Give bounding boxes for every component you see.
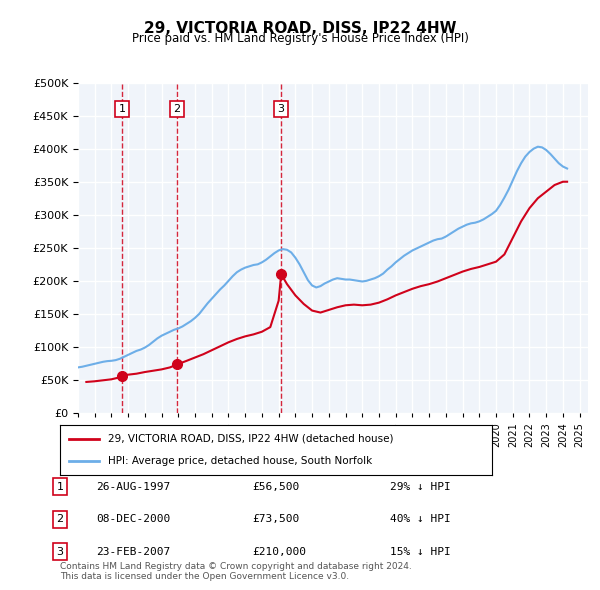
Text: £73,500: £73,500 (252, 514, 299, 524)
Text: HPI: Average price, detached house, South Norfolk: HPI: Average price, detached house, Sout… (107, 456, 372, 466)
Text: 29, VICTORIA ROAD, DISS, IP22 4HW (detached house): 29, VICTORIA ROAD, DISS, IP22 4HW (detac… (107, 434, 393, 444)
Text: 40% ↓ HPI: 40% ↓ HPI (390, 514, 451, 524)
Text: £56,500: £56,500 (252, 482, 299, 491)
Text: 26-AUG-1997: 26-AUG-1997 (96, 482, 170, 491)
Text: £210,000: £210,000 (252, 547, 306, 556)
Text: 2: 2 (56, 514, 64, 524)
Text: 3: 3 (56, 547, 64, 556)
Text: 1: 1 (56, 482, 64, 491)
Text: 08-DEC-2000: 08-DEC-2000 (96, 514, 170, 524)
Text: 15% ↓ HPI: 15% ↓ HPI (390, 547, 451, 556)
Text: 23-FEB-2007: 23-FEB-2007 (96, 547, 170, 556)
Text: 29, VICTORIA ROAD, DISS, IP22 4HW: 29, VICTORIA ROAD, DISS, IP22 4HW (144, 21, 456, 35)
Text: 3: 3 (278, 104, 284, 114)
Text: Price paid vs. HM Land Registry's House Price Index (HPI): Price paid vs. HM Land Registry's House … (131, 32, 469, 45)
Text: 1: 1 (119, 104, 126, 114)
Text: 29% ↓ HPI: 29% ↓ HPI (390, 482, 451, 491)
Text: Contains HM Land Registry data © Crown copyright and database right 2024.
This d: Contains HM Land Registry data © Crown c… (60, 562, 412, 581)
Text: 2: 2 (173, 104, 181, 114)
